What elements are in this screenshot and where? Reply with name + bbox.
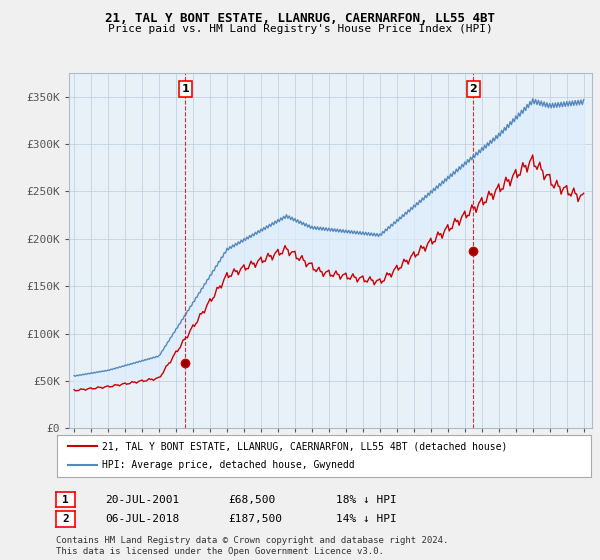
- Text: 20-JUL-2001: 20-JUL-2001: [105, 494, 179, 505]
- Text: £68,500: £68,500: [228, 494, 275, 505]
- Text: 06-JUL-2018: 06-JUL-2018: [105, 514, 179, 524]
- Text: Contains HM Land Registry data © Crown copyright and database right 2024.
This d: Contains HM Land Registry data © Crown c…: [56, 536, 448, 556]
- Text: 2: 2: [62, 514, 69, 524]
- Text: 18% ↓ HPI: 18% ↓ HPI: [336, 494, 397, 505]
- Text: HPI: Average price, detached house, Gwynedd: HPI: Average price, detached house, Gwyn…: [103, 460, 355, 470]
- Text: 1: 1: [181, 84, 189, 94]
- Text: 14% ↓ HPI: 14% ↓ HPI: [336, 514, 397, 524]
- Text: Price paid vs. HM Land Registry's House Price Index (HPI): Price paid vs. HM Land Registry's House …: [107, 24, 493, 34]
- Text: 21, TAL Y BONT ESTATE, LLANRUG, CAERNARFON, LL55 4BT: 21, TAL Y BONT ESTATE, LLANRUG, CAERNARF…: [105, 12, 495, 25]
- Text: 2: 2: [470, 84, 478, 94]
- Text: £187,500: £187,500: [228, 514, 282, 524]
- Text: 1: 1: [62, 494, 69, 505]
- Text: 21, TAL Y BONT ESTATE, LLANRUG, CAERNARFON, LL55 4BT (detached house): 21, TAL Y BONT ESTATE, LLANRUG, CAERNARF…: [103, 441, 508, 451]
